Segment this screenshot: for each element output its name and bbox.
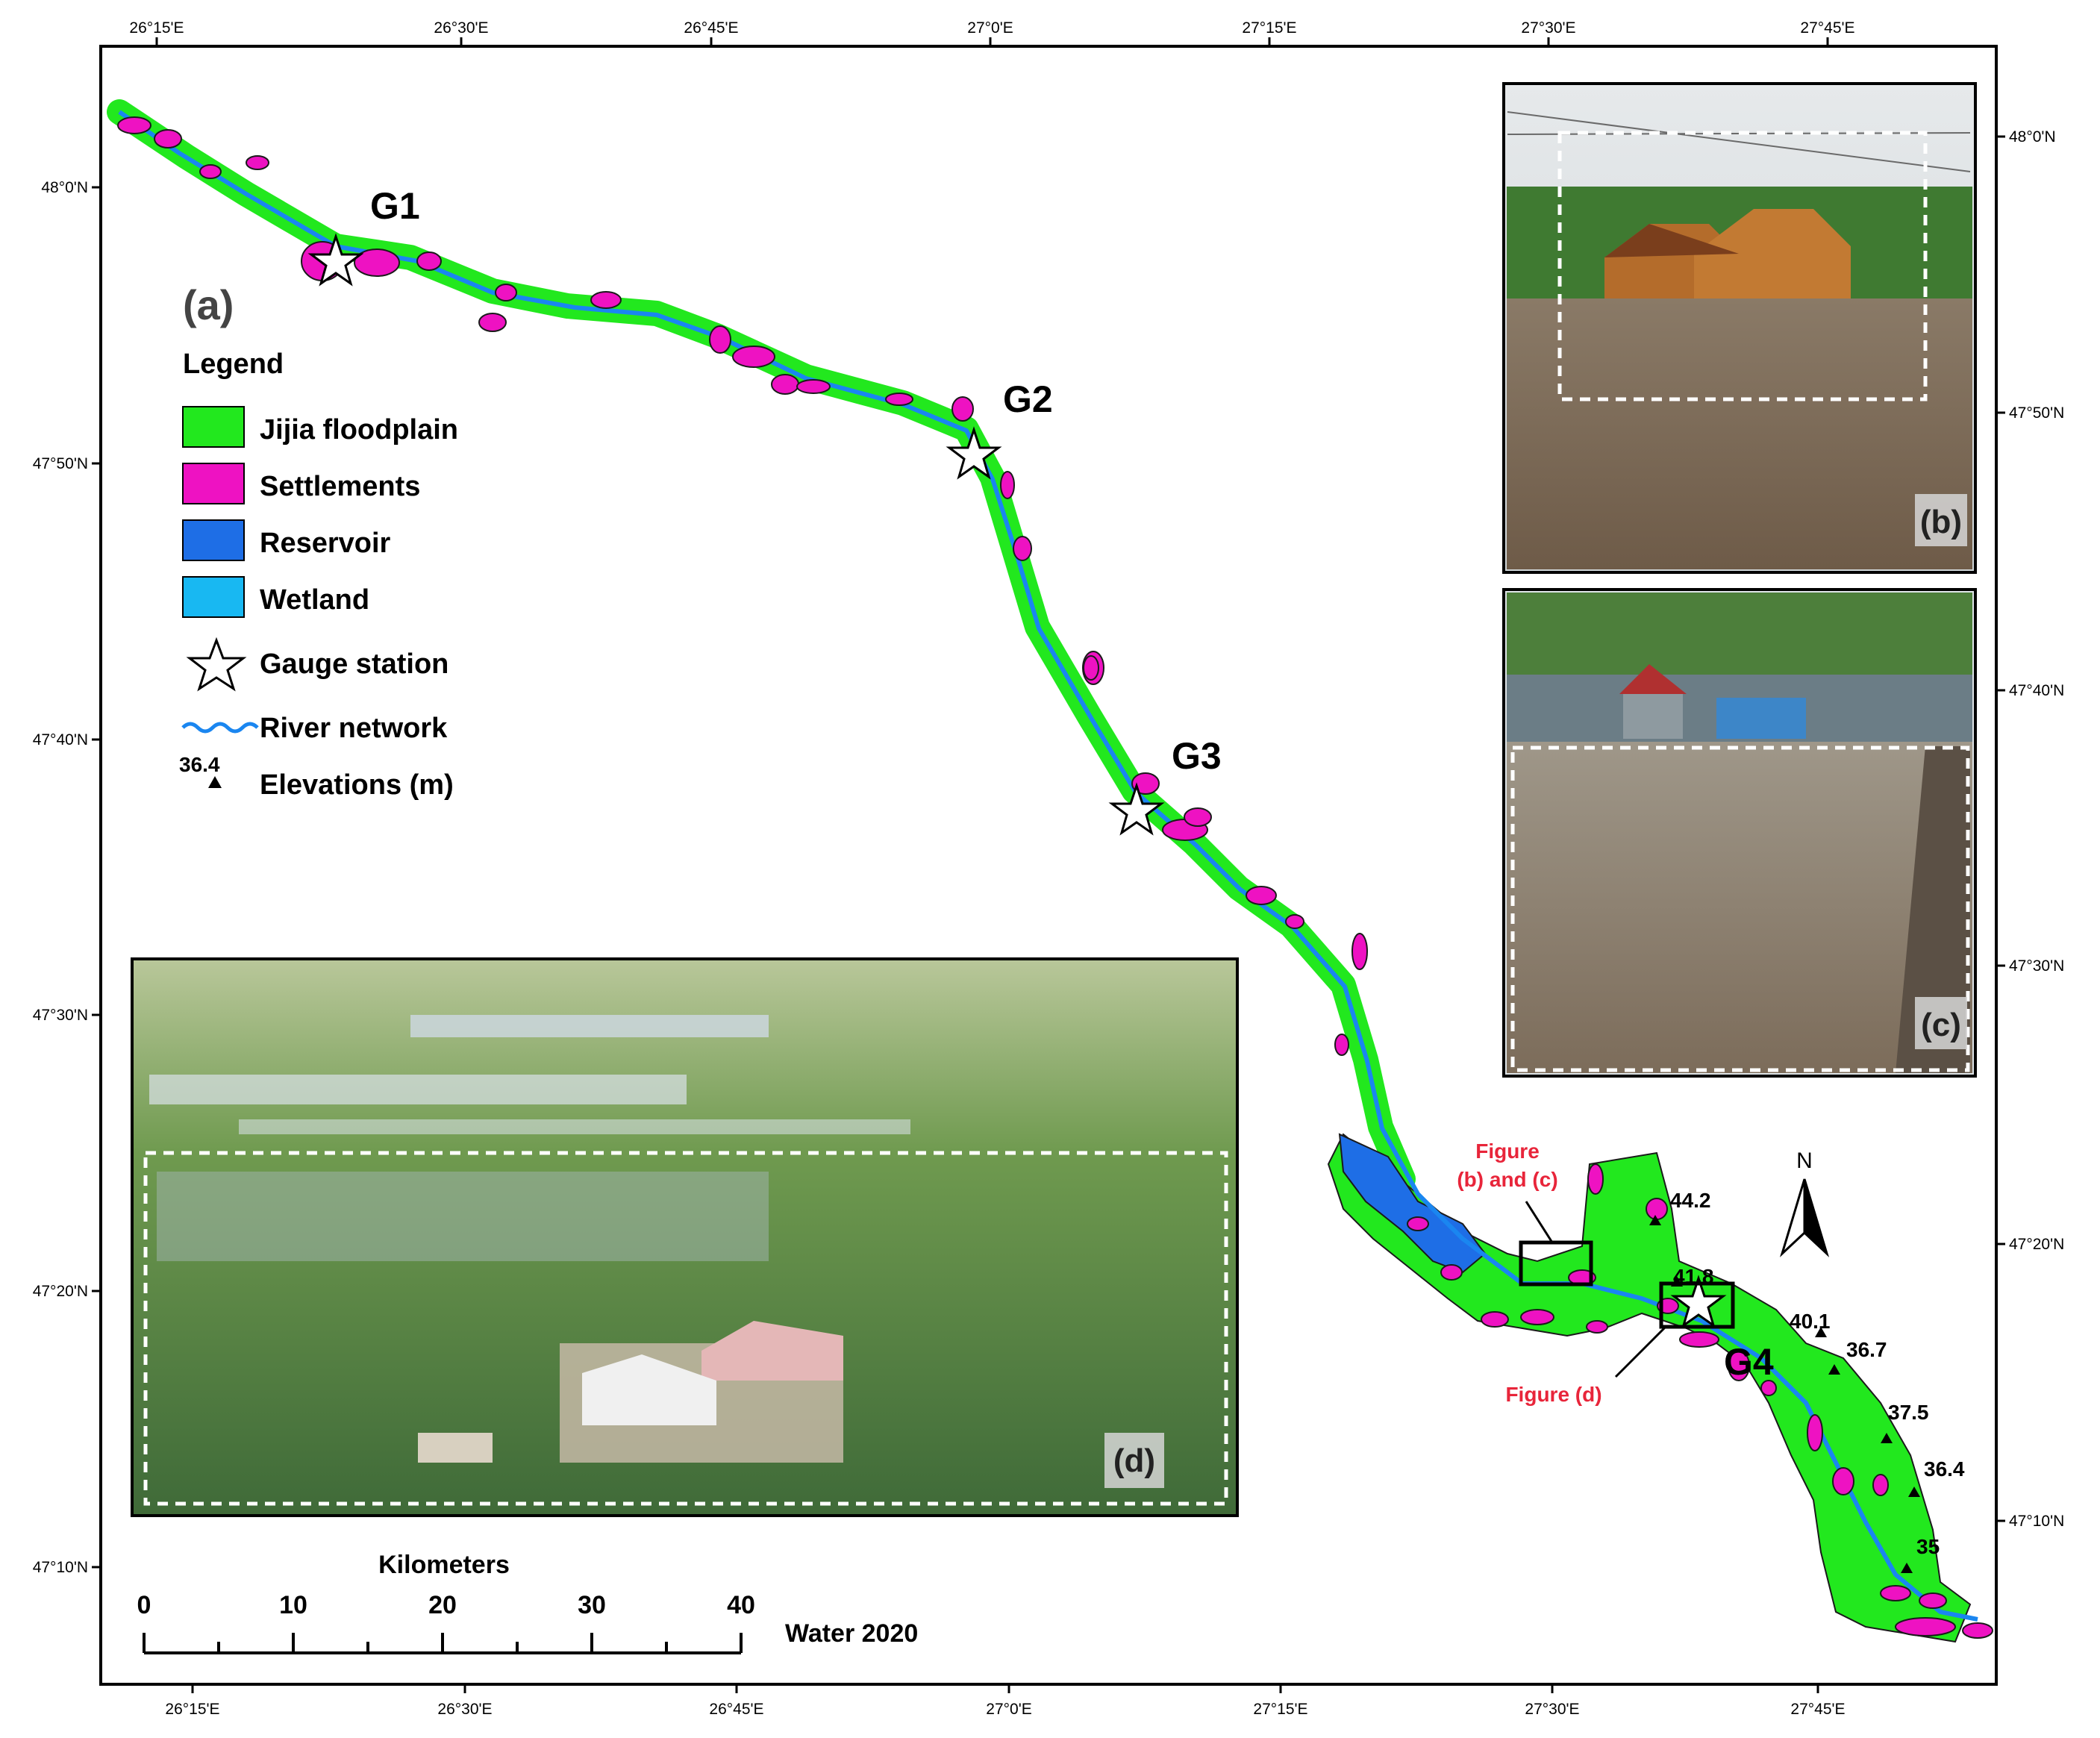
figure-callouts: Figure (b) and (c) Figure (d) (1457, 1140, 1735, 1406)
gauge-label-g2: G2 (1003, 378, 1053, 420)
gauge-label-g4: G4 (1724, 1341, 1774, 1383)
elevation-label: 36.7 (1846, 1338, 1887, 1361)
left-tick-label: 47°40'N (33, 731, 88, 748)
triangle-icon (1881, 1433, 1893, 1443)
elevation-label: 35 (1916, 1535, 1940, 1558)
source-label: Water 2020 (785, 1619, 918, 1648)
callout-text-bc-line1: Figure (1475, 1140, 1540, 1163)
river-network-line (118, 110, 1978, 1622)
left-tick-label: 47°20'N (33, 1283, 88, 1300)
legend-title: Legend (183, 348, 284, 380)
photo-label-d: (d) (1113, 1442, 1155, 1479)
gauge-star-icon (1670, 1275, 1727, 1328)
triangle-icon (1815, 1327, 1827, 1337)
scale-bar: Kilometers 0 10 20 30 40 Water 2020 (137, 1551, 918, 1654)
callout-box-bc (1519, 1240, 1593, 1287)
top-tick-label: 26°45'E (684, 19, 738, 37)
bottom-tick-label: 26°30'E (437, 1701, 492, 1718)
bottom-tick-labels: 26°15'E 26°30'E 26°45'E 27°0'E 27°15'E 2… (165, 1701, 1845, 1718)
triangle-icon (1828, 1364, 1840, 1375)
graticule-ticks (92, 37, 2005, 1693)
legend-swatch-floodplain (182, 406, 245, 448)
right-tick-label: 47°20'N (2009, 1236, 2064, 1253)
photo-label-b: (b) (1920, 504, 1962, 540)
legend-label: Settlements (260, 471, 420, 502)
elevation-label: 40.1 (1790, 1310, 1831, 1333)
legend-label: Gauge station (260, 648, 449, 680)
top-tick-label: 27°30'E (1521, 19, 1575, 37)
bottom-tick-label: 26°15'E (165, 1701, 219, 1718)
right-tick-label: 47°40'N (2009, 682, 2064, 699)
elevation-markers: 44.2 41.8 40.1 36.7 37.5 36.4 35 (1649, 1189, 1965, 1573)
top-tick-label: 27°15'E (1242, 19, 1296, 37)
gauge-stations: G1 G2 G3 G4 (307, 185, 1774, 1383)
left-tick-label: 47°10'N (33, 1559, 88, 1576)
gauge-star-icon (1108, 782, 1165, 836)
right-tick-label: 47°50'N (2009, 404, 2064, 422)
north-label: N (1796, 1148, 1813, 1173)
scale-tick-label: 40 (727, 1591, 755, 1619)
legend-elevation-sample: 36.4 (179, 753, 220, 776)
scale-tick-label: 20 (428, 1591, 457, 1619)
left-tick-label: 47°30'N (33, 1007, 88, 1024)
top-tick-label: 26°30'E (434, 19, 488, 37)
star-icon (186, 637, 247, 692)
top-tick-label: 27°0'E (967, 19, 1013, 37)
elevation-label: 36.4 (1924, 1457, 1965, 1481)
right-tick-labels: 48°0'N 47°50'N 47°40'N 47°30'N 47°20'N 4… (2009, 128, 2064, 1530)
photo-label-c: (c) (1921, 1007, 1961, 1043)
panel-label-a: (a) (183, 281, 234, 328)
legend-label: Jijia floodplain (260, 414, 458, 446)
elevation-label: 44.2 (1670, 1189, 1711, 1212)
bottom-tick-label: 26°45'E (709, 1701, 763, 1718)
triangle-icon (1908, 1487, 1920, 1497)
scale-tick-label: 0 (137, 1591, 151, 1619)
scale-title: Kilometers (378, 1551, 510, 1579)
elevation-label: 37.5 (1888, 1401, 1929, 1424)
callout-text-bc-line2: (b) and (c) (1457, 1168, 1557, 1191)
right-tick-label: 48°0'N (2009, 128, 2056, 146)
top-tick-label: 26°15'E (129, 19, 184, 37)
photo-c-flooded-street: (c) (1502, 588, 1977, 1078)
legend-swatch-reservoir (182, 519, 245, 561)
legend-label: Wetland (260, 584, 369, 616)
right-tick-label: 47°10'N (2009, 1513, 2064, 1530)
bottom-tick-label: 27°0'E (986, 1701, 1031, 1718)
legend-label: Elevations (m) (260, 769, 454, 801)
photo-b-flooded-houses: (b) (1502, 82, 1977, 574)
top-tick-labels: 26°15'E 26°30'E 26°45'E 27°0'E 27°15'E 2… (129, 19, 1854, 37)
top-tick-label: 27°45'E (1800, 19, 1854, 37)
legend-swatch-wetland (182, 576, 245, 618)
gauge-star-icon (307, 233, 364, 287)
legend-swatch-settlements (182, 463, 245, 504)
callout-box-d (1659, 1281, 1735, 1329)
triangle-icon (1901, 1563, 1913, 1573)
left-tick-labels: 48°0'N 47°50'N 47°40'N 47°30'N 47°20'N 4… (33, 179, 88, 1576)
scale-tick-label: 10 (279, 1591, 307, 1619)
triangle-icon (208, 776, 222, 788)
triangle-icon (1649, 1215, 1661, 1225)
bottom-tick-label: 27°45'E (1790, 1701, 1845, 1718)
settlement-patches (117, 116, 1993, 1639)
callout-text-d: Figure (d) (1505, 1383, 1601, 1406)
gauge-label-g3: G3 (1172, 735, 1222, 777)
left-tick-label: 48°0'N (41, 179, 88, 196)
bottom-tick-label: 27°15'E (1253, 1701, 1307, 1718)
gauge-star-icon (946, 426, 1002, 480)
gauge-label-g1: G1 (370, 185, 420, 227)
legend-label: Reservoir (260, 528, 391, 559)
legend-label: River network (260, 713, 448, 744)
map-legend: (a) Legend Jijia floodplain Settlements … (179, 281, 458, 801)
bottom-tick-label: 27°30'E (1525, 1701, 1579, 1718)
river-line-icon (181, 722, 259, 734)
photo-d-aerial-flood: (d) (131, 957, 1239, 1517)
right-tick-label: 47°30'N (2009, 957, 2064, 975)
left-tick-label: 47°50'N (33, 455, 88, 472)
scale-tick-label: 30 (578, 1591, 606, 1619)
north-arrow-icon: N (1779, 1148, 1830, 1257)
